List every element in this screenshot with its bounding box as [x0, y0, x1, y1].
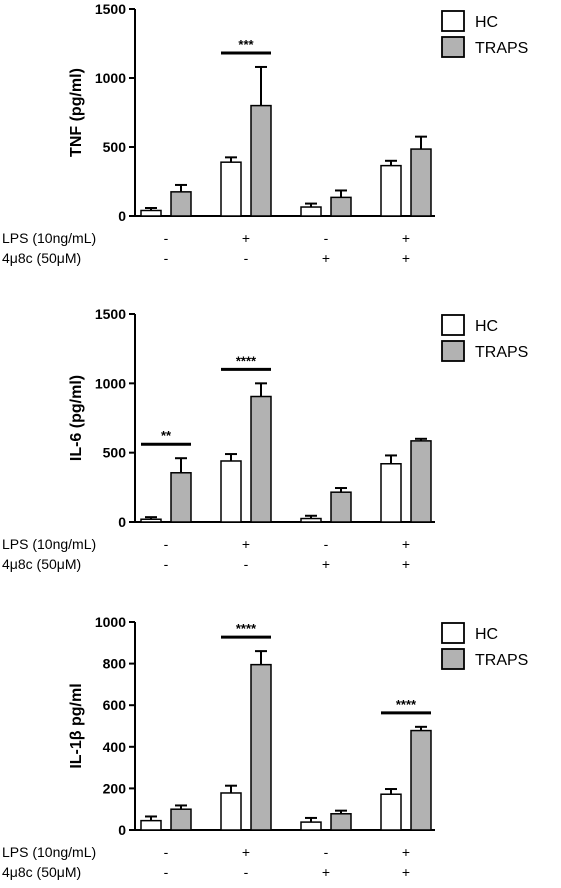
il6-y-axis-label: IL-6 (pg/ml) — [68, 375, 85, 461]
il1b-legend-swatch-hc — [441, 622, 465, 644]
il1b-y-axis-label: IL-1β pg/ml — [68, 683, 85, 768]
il6-y-tick-label: 1000 — [95, 375, 126, 391]
tnf-y-tick-label: 1500 — [95, 1, 126, 17]
il1b-bar-hc — [140, 819, 162, 831]
il6-condition-value: - — [244, 556, 249, 572]
tnf-condition-value: - — [244, 250, 249, 266]
il1b-chart-svg: 0 200 400 600 800 1000 IL-1β pg/ml **** **** HC TR… — [2, 614, 528, 880]
il6-condition-value: - — [324, 536, 329, 552]
il6-y-tick-label: 500 — [103, 445, 127, 461]
il1b-bar-traps — [250, 663, 272, 831]
tnf-panel: 0 500 1000 1500 TNF (pg/ml) *** HC TRAPS LPS (10… — [0, 0, 561, 300]
il1b-condition-value: - — [324, 844, 329, 860]
tnf-y-tick-label: 1000 — [95, 70, 126, 86]
tnf-significance-label: *** — [238, 37, 254, 52]
il1b-y-tick-label: 600 — [103, 697, 127, 713]
il1b-condition-value: - — [164, 844, 169, 860]
il1b-bar-traps — [170, 808, 192, 831]
il6-condition-value: + — [402, 556, 410, 572]
tnf-condition-value: + — [242, 230, 250, 246]
il1b-condition-label: LPS (10ng/mL) — [2, 844, 96, 860]
il6-bar-hc — [140, 518, 162, 523]
tnf-y-tick-label: 500 — [103, 139, 127, 155]
il6-y-tick-label: 1500 — [95, 306, 126, 322]
il1b-significance-label: **** — [236, 621, 257, 636]
il1b-y-tick-label: 200 — [103, 780, 127, 796]
tnf-bar-hc — [140, 209, 162, 217]
tnf-condition-value: + — [402, 230, 410, 246]
il1b-y-tick-label: 1000 — [95, 614, 126, 630]
il6-condition-label: 4μ8c (50μM) — [2, 556, 81, 572]
il6-bar-hc — [220, 460, 242, 523]
tnf-legend-swatch-traps — [441, 36, 465, 58]
il6-condition-value: + — [322, 556, 330, 572]
tnf-legend-label-hc: HC — [475, 14, 498, 31]
il1b-bar-hc — [380, 793, 402, 831]
il6-bar-traps — [410, 440, 432, 523]
il1b-condition-value: - — [164, 864, 169, 880]
tnf-condition-value: - — [164, 250, 169, 266]
tnf-bar-traps — [410, 148, 432, 217]
il6-condition-label: LPS (10ng/mL) — [2, 536, 96, 552]
tnf-condition-label: LPS (10ng/mL) — [2, 230, 96, 246]
il6-condition-value: + — [402, 536, 410, 552]
il6-bar-traps — [170, 472, 192, 523]
il1b-condition-label: 4μ8c (50μM) — [2, 864, 81, 880]
tnf-y-tick-label: 0 — [118, 208, 126, 224]
il1b-bar-hc — [300, 821, 322, 831]
il1b-bar-hc — [220, 792, 242, 831]
il1b-condition-value: + — [402, 844, 410, 860]
il6-legend-label-hc: HC — [475, 318, 498, 335]
tnf-legend-label-traps: TRAPS — [475, 40, 528, 57]
tnf-condition-value: + — [322, 250, 330, 266]
il1b-legend-swatch-traps — [441, 648, 465, 670]
tnf-legend-swatch-hc — [441, 10, 465, 32]
il6-legend-label-traps: TRAPS — [475, 344, 528, 361]
tnf-condition-label: 4μ8c (50μM) — [2, 250, 81, 266]
tnf-bar-traps — [170, 191, 192, 217]
il1b-legend-label-traps: TRAPS — [475, 652, 528, 669]
il6-significance-label: ** — [161, 428, 172, 443]
il1b-condition-value: + — [322, 864, 330, 880]
il6-legend-swatch-traps — [441, 340, 465, 362]
il6-condition-value: - — [164, 536, 169, 552]
il6-panel: 0 500 1000 1500 IL-6 (pg/ml) ** **** HC TRAPS LPS… — [0, 304, 561, 604]
il6-bar-traps — [250, 395, 272, 523]
tnf-bar-traps — [330, 196, 352, 217]
tnf-condition-value: - — [324, 230, 329, 246]
tnf-condition-value: - — [164, 230, 169, 246]
il1b-bar-traps — [410, 729, 432, 831]
il1b-significance-label: **** — [396, 697, 417, 712]
tnf-bar-traps — [250, 104, 272, 217]
il1b-condition-value: + — [402, 864, 410, 880]
il1b-y-tick-label: 0 — [118, 822, 126, 838]
il6-bar-traps — [330, 491, 352, 523]
il6-bar-hc — [380, 463, 402, 523]
il1b-bar-traps — [330, 813, 352, 831]
tnf-condition-value: + — [402, 250, 410, 266]
tnf-bar-hc — [300, 206, 322, 217]
il1b-condition-value: - — [244, 864, 249, 880]
il1b-legend-label-hc: HC — [475, 626, 498, 643]
il6-condition-value: + — [242, 536, 250, 552]
il1b-condition-value: + — [242, 844, 250, 860]
tnf-bar-hc — [380, 164, 402, 217]
il6-condition-value: - — [164, 556, 169, 572]
il6-bar-hc — [300, 517, 322, 523]
tnf-chart-svg: 0 500 1000 1500 TNF (pg/ml) *** HC TRAPS LPS (10… — [2, 1, 528, 266]
tnf-y-axis-label: TNF (pg/ml) — [68, 68, 85, 157]
il6-y-tick-label: 0 — [118, 514, 126, 530]
il6-legend-swatch-hc — [441, 314, 465, 336]
il1b-y-tick-label: 800 — [103, 656, 127, 672]
il6-significance-label: **** — [236, 353, 257, 368]
il1b-panel: 0 200 400 600 800 1000 IL-1β pg/ml **** **** HC TR… — [0, 612, 561, 888]
tnf-bar-hc — [220, 161, 242, 217]
il1b-y-tick-label: 400 — [103, 739, 127, 755]
